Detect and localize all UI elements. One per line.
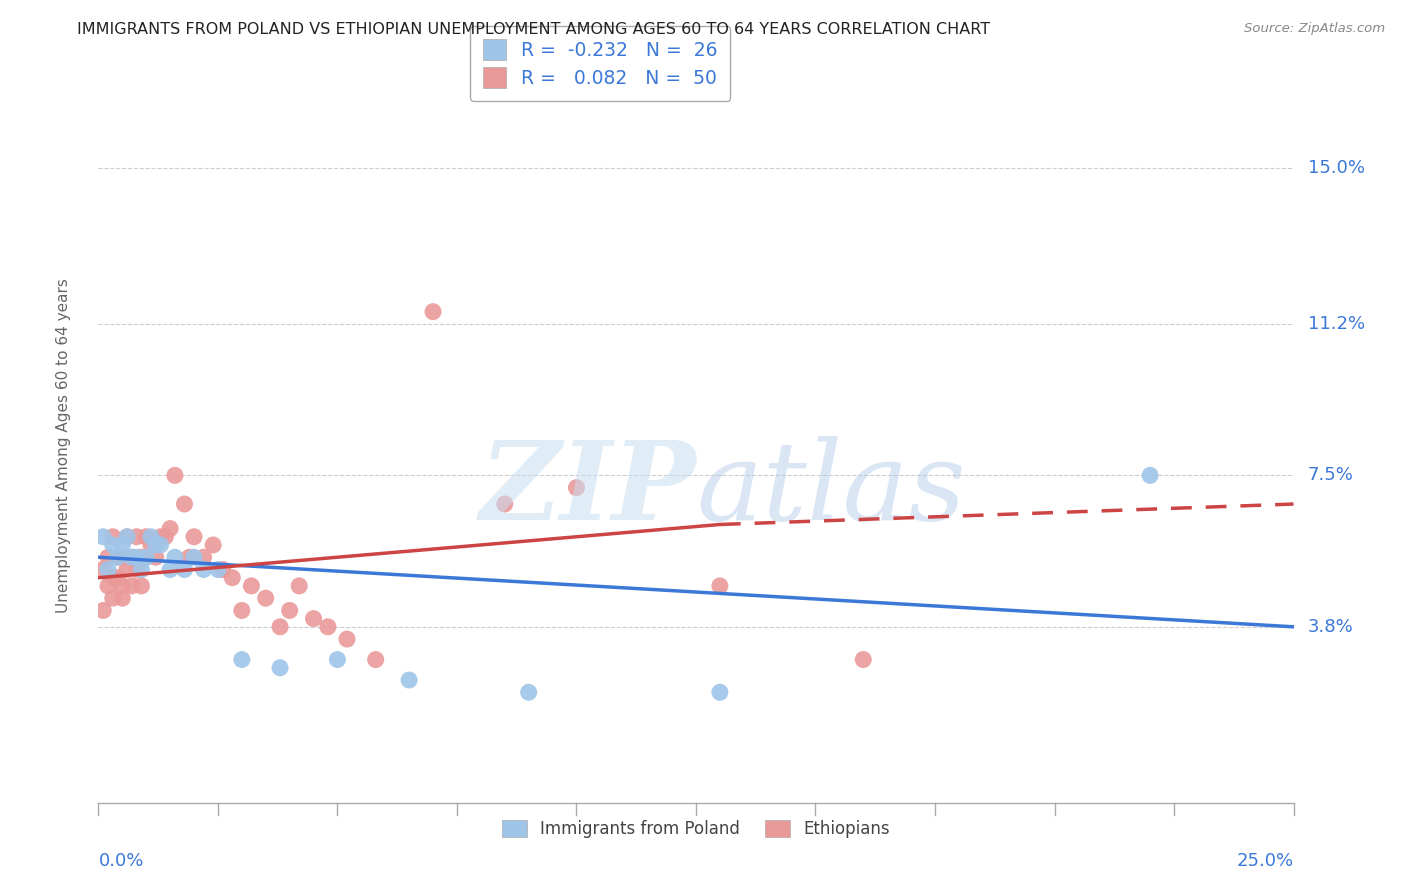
Point [231, 603, 253, 617]
Point [221, 571, 243, 585]
Text: 3.8%: 3.8% [1308, 618, 1354, 636]
Point [107, 571, 129, 585]
Point [145, 550, 167, 565]
Point [202, 538, 225, 552]
Point [163, 468, 186, 483]
Point [155, 530, 177, 544]
Point [240, 579, 263, 593]
Point [231, 652, 253, 666]
Text: 7.5%: 7.5% [1308, 467, 1354, 484]
Point [135, 550, 157, 565]
Point [145, 538, 167, 552]
Point [107, 550, 129, 565]
Point [183, 550, 205, 565]
Point [183, 530, 205, 544]
Text: ZIP: ZIP [479, 436, 696, 543]
Point [269, 661, 291, 675]
Point [131, 579, 153, 593]
Point [211, 562, 233, 576]
Point [111, 538, 134, 552]
Point [173, 562, 195, 576]
Point [111, 591, 134, 606]
Point [278, 603, 301, 617]
Point [111, 579, 134, 593]
Text: 11.2%: 11.2% [1308, 315, 1365, 333]
Text: 0.0%: 0.0% [98, 852, 143, 870]
Point [125, 530, 148, 544]
Text: atlas: atlas [696, 436, 966, 543]
Point [121, 550, 143, 565]
Point [139, 530, 162, 544]
Point [101, 591, 124, 606]
Point [97, 550, 120, 565]
Point [101, 530, 124, 544]
Point [115, 562, 138, 576]
Point [149, 538, 172, 552]
Point [565, 481, 588, 495]
Point [288, 579, 311, 593]
Point [709, 685, 731, 699]
Point [97, 579, 120, 593]
Point [517, 685, 540, 699]
Text: 25.0%: 25.0% [1236, 852, 1294, 870]
Text: 15.0%: 15.0% [1308, 160, 1365, 178]
Point [364, 652, 387, 666]
Point [115, 530, 138, 544]
Point [97, 562, 120, 576]
Text: IMMIGRANTS FROM POLAND VS ETHIOPIAN UNEMPLOYMENT AMONG AGES 60 TO 64 YEARS CORRE: IMMIGRANTS FROM POLAND VS ETHIOPIAN UNEM… [77, 22, 990, 37]
Point [139, 538, 162, 552]
Point [135, 550, 157, 565]
Point [163, 550, 186, 565]
Point [269, 620, 291, 634]
Point [111, 550, 134, 565]
Point [398, 673, 420, 687]
Point [91, 603, 114, 617]
Point [193, 550, 215, 565]
Point [173, 497, 195, 511]
Point [179, 550, 201, 565]
Point [115, 530, 138, 544]
Point [326, 652, 349, 666]
Point [121, 579, 143, 593]
Point [149, 530, 172, 544]
Point [494, 497, 516, 511]
Point [135, 530, 157, 544]
Point [101, 571, 124, 585]
Point [101, 538, 124, 552]
Point [159, 562, 181, 576]
Text: Source: ZipAtlas.com: Source: ZipAtlas.com [1244, 22, 1385, 36]
Point [121, 550, 143, 565]
Point [422, 304, 444, 318]
Point [852, 652, 875, 666]
Point [107, 550, 129, 565]
Point [125, 562, 148, 576]
Point [336, 632, 359, 646]
Point [131, 550, 153, 565]
Point [1139, 468, 1161, 483]
Text: Unemployment Among Ages 60 to 64 years: Unemployment Among Ages 60 to 64 years [56, 278, 70, 614]
Point [131, 562, 153, 576]
Point [709, 579, 731, 593]
Legend: Immigrants from Poland, Ethiopians: Immigrants from Poland, Ethiopians [494, 812, 898, 847]
Point [193, 562, 215, 576]
Point [302, 612, 325, 626]
Point [316, 620, 339, 634]
Point [91, 562, 114, 576]
Point [125, 550, 148, 565]
Point [91, 530, 114, 544]
Point [254, 591, 277, 606]
Point [159, 522, 181, 536]
Point [207, 562, 229, 576]
